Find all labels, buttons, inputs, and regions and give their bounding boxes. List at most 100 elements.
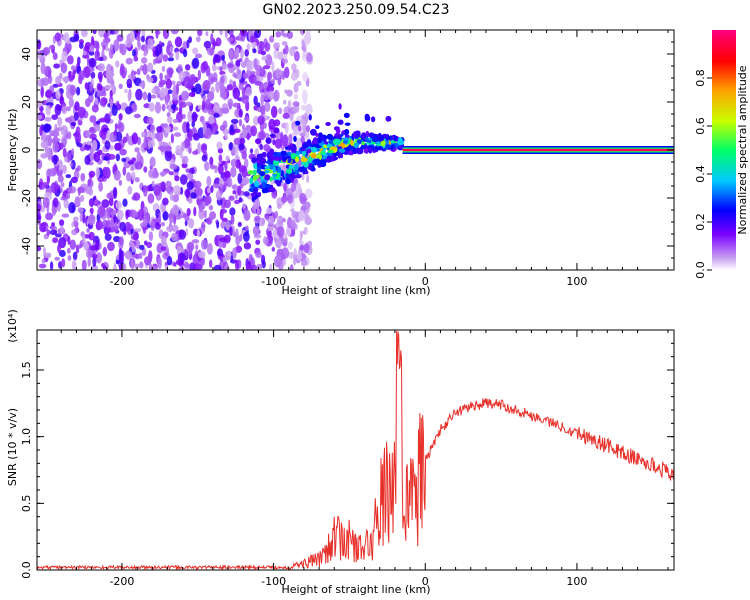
spectrogram-cell [303,243,310,253]
spectrogram-cell [227,98,234,108]
spectrogram-cell [232,80,236,88]
spectrogram-cell [235,47,240,56]
spectrogram-cell [303,112,309,123]
spectrogram-cell [263,65,271,70]
spectrogram-cell [188,147,192,154]
spectrogram-cell [55,76,62,85]
spectrogram-cell [191,57,200,69]
spectrogram-cell [247,170,255,175]
spectrogram-cell [267,90,275,101]
spectrogram-cell [188,196,193,204]
spectrogram-cell [217,50,224,56]
spectrogram-cell [60,125,68,137]
spectrogram-cell [277,51,284,61]
spectrogram-cell [107,153,116,160]
spectrogram-cell [278,107,283,115]
spectrogram-cell [98,30,105,38]
spectrogram-cell [221,54,225,62]
spectrogram-cell [174,175,180,182]
spectrogram-cell [203,210,207,219]
spectrogram-cell [52,206,56,216]
spectrogram-cell [125,106,133,115]
spectrogram-cell [297,125,302,132]
spectrogram-cell [57,116,63,127]
spectrogram-cell [37,203,42,212]
spectrogram-cell [156,92,161,99]
spectrogram-cell [173,132,182,137]
spectrogram-cell [242,72,249,79]
spectrogram-cell [59,249,66,258]
spectrogram-cell [320,150,325,156]
spectrogram-cell [291,227,296,237]
spectrogram-cell [264,132,270,139]
spectrogram-cell [221,63,228,71]
figure-title: GN02.2023.250.09.54.C23 [263,2,450,18]
spectrogram-cell [88,231,95,241]
spectrogram-cell [161,221,165,227]
spectrogram-cell [226,84,233,91]
spectrogram-cell [342,140,348,144]
spectrogram-cell [294,182,302,194]
spectrogram-cell [97,205,106,218]
spectrogram-cell [187,245,193,256]
spectrogram-cell [170,104,177,110]
spectrogram-cell [83,241,89,251]
spectrogram-cell [117,122,125,133]
spectrogram-cell [224,161,228,171]
spectrogram-cell [361,141,365,146]
spectrogram-cell [131,69,135,81]
spectrogram-cell [170,30,179,35]
spectrogram-cell [243,191,250,197]
spectrogram-cell [258,130,266,141]
spectrogram-cell [287,241,293,250]
spectrogram-cell [142,91,148,101]
spectrogram-cell [197,142,202,155]
spectrogram-cell [168,212,174,224]
spectrogram-cell [208,116,215,125]
spectrogram-cell [256,228,260,236]
spectrogram-cell [275,68,281,79]
spectrogram-cell [212,38,216,50]
spectrogram-cell [84,82,89,90]
spectrogram-cell [219,30,223,36]
spectrogram-cell [288,164,294,170]
spectrogram-cell [237,173,243,184]
spectrogram-cell [146,241,153,249]
spectrogram-cell [325,141,329,145]
spectrogram-cell [286,31,293,39]
spectrogram-ytick-label: 20 [20,95,33,109]
spectrogram-cell [102,246,107,257]
spectrogram-cell [202,99,206,111]
spectrogram-cell [186,121,190,134]
spectrogram-cell [238,108,243,118]
spectrogram-cell [220,75,225,83]
spectrogram-cell [192,47,199,55]
spectrogram-cell [107,227,112,233]
spectrogram-cell [228,142,233,151]
spectrogram-cell [92,255,97,268]
snr-axes: -200 -100 0 100 0.0 0.5 1.0 1.5 [20,330,674,588]
spectrogram-cell [285,178,290,184]
spectrogram-cell [179,101,187,108]
spectrogram-cell [195,53,203,59]
spectrogram-cell [223,170,231,179]
spectrogram-cell [348,150,353,156]
spectrogram-cell [265,215,270,221]
spectrogram-cell [98,75,103,83]
spectrogram-cell [290,152,297,160]
spectrogram-cell [260,104,266,116]
spectrogram-cell [285,168,293,174]
spectrogram-cell [263,122,267,129]
spectrogram-cell [270,105,278,118]
spectrogram-cell [294,163,299,171]
spectrogram-cell [159,171,167,176]
spectrogram-cell [264,170,270,174]
spectrogram-cell [291,63,297,71]
spectrogram-cell [334,138,341,146]
spectrogram-cell [295,120,301,126]
spectrogram-cell [43,252,51,259]
spectrogram-cell [167,57,175,62]
spectrogram-cell [213,113,220,118]
spectrogram-cell [78,70,85,81]
spectrogram-cell [164,149,172,162]
